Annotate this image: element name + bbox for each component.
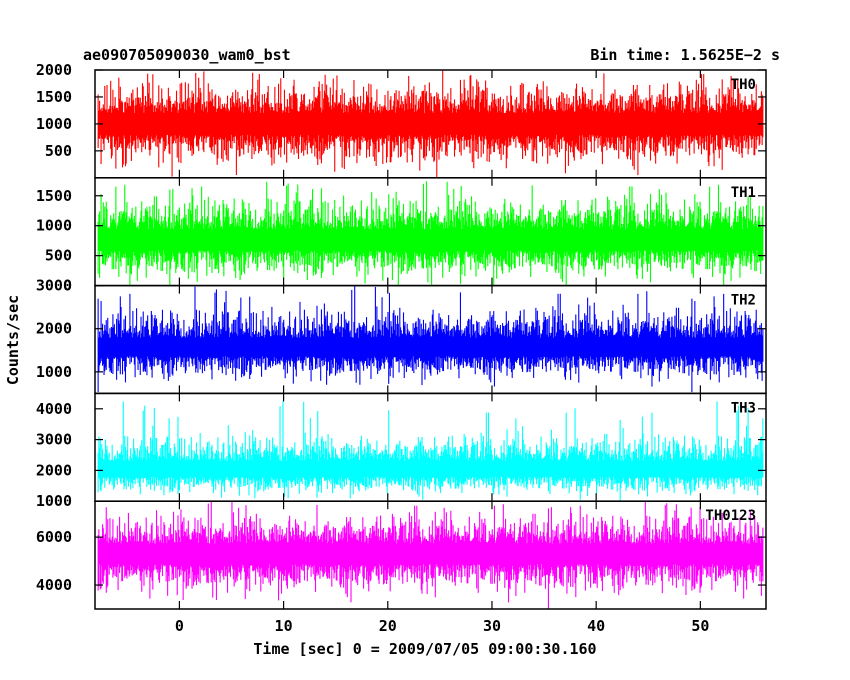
panel-th1: 0 500 1000 1500 TH1 <box>36 177 767 295</box>
panel-th0123: 4000 6000 TH0123 <box>36 500 767 610</box>
legend-entry-th3: TH3 <box>731 400 756 416</box>
y-tick-label: 500 <box>45 142 72 160</box>
x-tick-label: 40 <box>587 617 605 635</box>
y-tick-label: 1500 <box>36 187 72 205</box>
x-tick-label: 30 <box>483 617 501 635</box>
y-tick-label: 0 <box>63 277 72 295</box>
y-tick-label: 3000 <box>36 431 72 449</box>
y-tick-label: 2000 <box>36 461 72 479</box>
panel-th2: 1000 2000 3000 TH2 <box>36 277 767 395</box>
x-tick-label: 0 <box>175 617 184 635</box>
x-tick-label: 20 <box>379 617 397 635</box>
y-tick-label: 3000 <box>36 277 72 295</box>
y-tick-label: 2000 <box>36 320 72 338</box>
y-tick-label: 1500 <box>36 88 72 106</box>
x-tick-label: 50 <box>691 617 709 635</box>
y-tick-label: 4000 <box>36 400 72 418</box>
y-tick-label: 1000 <box>36 217 72 235</box>
y-tick-label: 1000 <box>36 492 72 510</box>
y-tick-label: 4000 <box>36 576 72 594</box>
panel-th0: 500 1000 1500 2000 TH0 <box>36 61 767 179</box>
bin-time-label: Bin time: 1.5625E−2 s <box>590 46 780 64</box>
chart-title: ae090705090030_wam0_bst <box>83 46 291 64</box>
legend-entry-th1: TH1 <box>731 185 756 201</box>
y-tick-label: 500 <box>45 247 72 265</box>
legend-entry-th2: TH2 <box>731 293 756 309</box>
legend-entry-th0123: TH0123 <box>705 508 756 524</box>
series-line-th3 <box>97 400 764 502</box>
series-line-th0 <box>97 70 764 178</box>
y-tick-label: 6000 <box>36 528 72 546</box>
series-line-th2 <box>97 286 764 393</box>
series-line-th0123 <box>97 501 764 609</box>
x-axis-label: Time [sec] 0 = 2009/07/05 09:00:30.160 <box>253 640 596 658</box>
legend-entry-th0: TH0 <box>731 77 756 93</box>
panel-th3: 1000 2000 3000 4000 TH3 <box>36 392 767 510</box>
y-tick-label: 2000 <box>36 61 72 79</box>
panel-frame <box>94 500 767 610</box>
y-axis-label: Counts/sec <box>4 295 22 385</box>
x-tick-label: 10 <box>275 617 293 635</box>
y-tick-label: 1000 <box>36 115 72 133</box>
series-line-th1 <box>97 181 764 286</box>
y-tick-label: 1000 <box>36 363 72 381</box>
